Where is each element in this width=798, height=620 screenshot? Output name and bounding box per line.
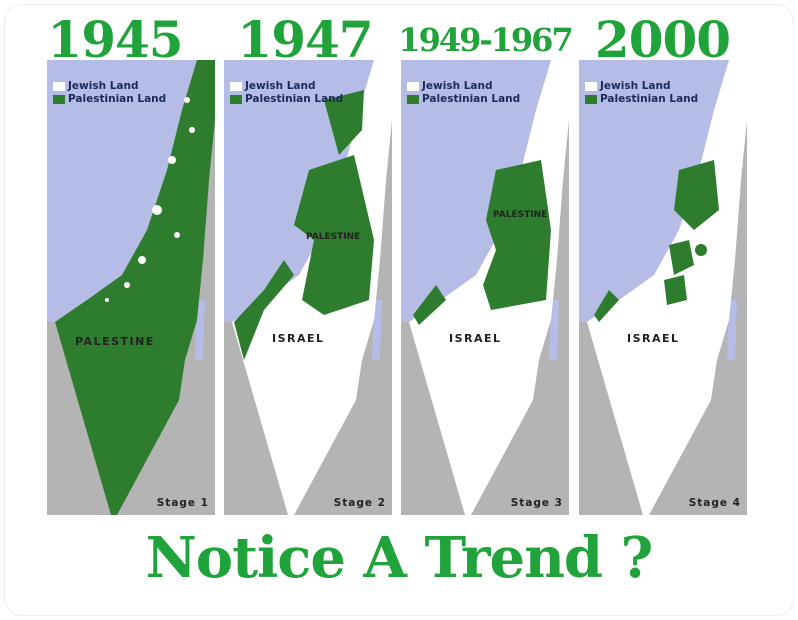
palestinian-land-swatch	[53, 95, 65, 104]
legend-jewish: Jewish Land	[422, 80, 493, 92]
palestinian-land-swatch	[230, 95, 242, 104]
region-label: PALESTINE	[75, 335, 155, 348]
inner-region-label: PALESTINE	[306, 232, 361, 242]
footer-caption: Notice A Trend ?	[145, 525, 654, 591]
stage-label: Stage 2	[333, 497, 386, 509]
legend-palestinian: Palestinian Land	[600, 93, 699, 105]
map-panel-3: Jewish Land Palestinian Land ISRAEL PALE…	[401, 60, 569, 515]
legend-jewish: Jewish Land	[68, 80, 139, 92]
year-1945: 1945	[47, 10, 183, 69]
legend-palestinian: Palestinian Land	[422, 93, 521, 105]
stage-label: Stage 3	[510, 497, 563, 509]
palestinian-land-swatch	[407, 95, 419, 104]
palestinian-land-swatch	[585, 95, 597, 104]
region-label: ISRAEL	[449, 332, 502, 345]
year-2000: 2000	[594, 10, 731, 69]
year-1949-1967: 1949-1967	[398, 21, 573, 59]
region-label: ISRAEL	[272, 332, 325, 345]
region-label: ISRAEL	[627, 332, 680, 345]
legend: Jewish Land Palestinian Land	[407, 80, 520, 106]
jewish-land-swatch	[53, 82, 65, 91]
legend: Jewish Land Palestinian Land	[230, 80, 343, 106]
stage-label: Stage 4	[688, 497, 741, 509]
jewish-land-swatch	[585, 82, 597, 91]
legend: Jewish Land Palestinian Land	[585, 80, 698, 106]
map-graphic	[47, 60, 215, 515]
map-graphic	[579, 60, 747, 515]
map-panel-4: Jewish Land Palestinian Land ISRAEL Stag…	[579, 60, 747, 515]
frame	[4, 4, 794, 616]
inner-region-label: PALESTINE	[493, 210, 548, 220]
legend-palestinian: Palestinian Land	[245, 93, 344, 105]
legend: Jewish Land Palestinian Land	[53, 80, 166, 106]
legend-palestinian: Palestinian Land	[68, 93, 167, 105]
year-1947: 1947	[237, 10, 373, 69]
map-graphic	[401, 60, 569, 515]
legend-jewish: Jewish Land	[600, 80, 671, 92]
map-graphic	[224, 60, 392, 515]
stage-label: Stage 1	[156, 497, 209, 509]
jewish-land-swatch	[407, 82, 419, 91]
map-panel-2: Jewish Land Palestinian Land ISRAEL PALE…	[224, 60, 392, 515]
jewish-land-swatch	[230, 82, 242, 91]
map-panel-1: Jewish Land Palestinian Land PALESTINE S…	[47, 60, 215, 515]
legend-jewish: Jewish Land	[245, 80, 316, 92]
